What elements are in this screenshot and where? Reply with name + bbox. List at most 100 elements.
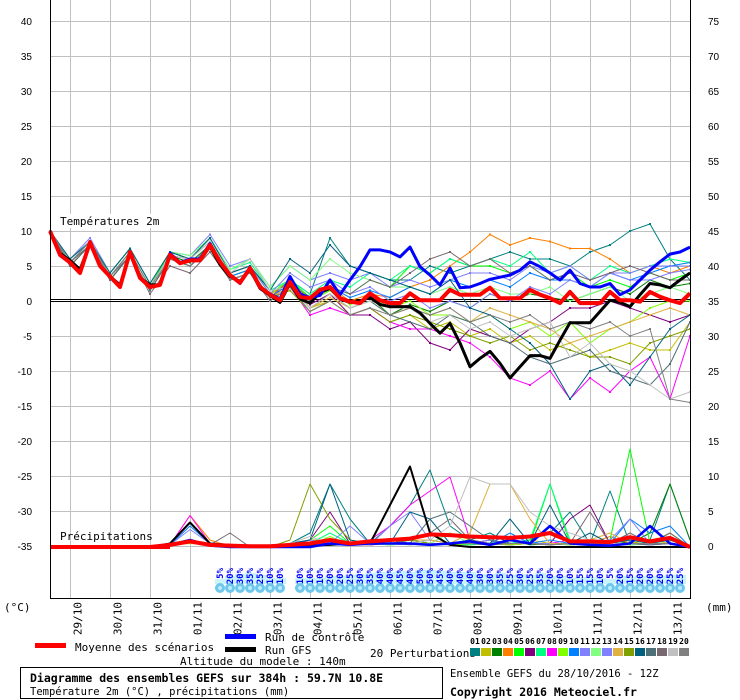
snow-probability-label: 15% [586,567,596,584]
date-label: 30/10 [112,602,125,635]
snow-band [375,572,386,584]
perturbation-point [329,300,331,302]
snow-probability-label: 45% [436,567,446,584]
snowflake-icon-center [448,586,452,590]
perturbation-point [209,233,211,236]
perturbation-point [629,363,631,365]
perturbation-point [509,300,511,302]
perturbation-point [369,300,371,302]
snow-band [275,578,286,584]
snow-band [655,576,666,584]
perturbation-point [629,321,631,323]
perturbation-point [189,254,191,257]
snowflake-icon-center [378,586,382,590]
perturbation-point [509,279,511,281]
perturbation-point [469,335,471,337]
left-tick-label: 0 [26,297,32,308]
perturbation-point [369,286,371,288]
snowflake-icon-center [388,586,392,590]
perturbation-point [609,321,611,323]
snow-probability-label: 20% [326,567,336,584]
perturbation-point [389,321,391,323]
perturbation-point [649,342,651,344]
perturbation-point [549,293,551,295]
perturbation-point [549,258,551,260]
snowflake-icon-center [398,586,402,590]
perturbation-point [609,244,611,246]
perturbation-point [529,272,531,274]
perturbation-point [489,258,491,260]
perturbation-point [529,335,531,337]
snowflake-icon-center [218,586,222,590]
snow-probability-label: 25% [666,567,676,584]
perturbation-point [649,356,651,358]
perturbation-point [589,356,591,358]
perturbation-point [429,307,431,309]
snow-band [575,577,586,584]
snow-probability-label: 20% [636,567,646,584]
perturbation-point [469,321,471,323]
perturbation-point [369,289,371,292]
perturbation-point [629,370,631,372]
perturbation-point [629,342,631,344]
perturbation-legend-number: 10 [569,637,579,646]
perturbation-point [429,265,431,267]
perturbation-point [389,300,391,302]
perturbation-point [349,307,351,309]
snow-probability-label: 20% [646,567,656,584]
perturbation-point [229,279,231,281]
perturbation-point [529,293,531,295]
perturbation-point [469,265,471,267]
perturbation-point [649,272,651,274]
perturbation-point [589,293,591,295]
perturbation-legend-number: 19 [668,637,678,646]
snow-probability-label: 25% [526,567,536,584]
perturbation-point [389,296,391,299]
perturbation-legend-number: 08 [547,637,557,646]
perturbation-point [389,314,391,316]
snow-band [225,576,236,584]
snow-probability-label: 45% [396,567,406,584]
snow-band [645,576,656,584]
perturbation-point [669,363,671,365]
perturbation-point [349,303,351,306]
snow-probability-label: 20% [656,567,666,584]
perturbation-legend-swatch [657,648,667,656]
right-tick-label: 50 [708,192,720,203]
perturbation-point [309,310,311,313]
snowflake-icon-center [598,586,602,590]
snow-band [455,572,466,584]
date-label: 31/10 [152,602,165,635]
perturbation-legend-number: 06 [525,637,535,646]
snowflake-icon-center [548,586,552,590]
perturbation-point [489,293,491,295]
snowflake-icon-center [628,586,632,590]
perturbation-point [209,240,211,243]
perturbation-point [429,279,431,281]
title-box [20,667,443,699]
snow-band [435,571,446,584]
snowflake-icon-center [658,586,662,590]
perturbation-legend-number: 03 [492,637,502,646]
perturbation-point [569,356,571,358]
left-tick-label: 25 [21,122,33,133]
snow-probability-label: 30% [236,567,246,584]
snowflake-icon-center [678,586,682,590]
perturbation-point [649,328,651,330]
perturbation-point [349,286,351,288]
perturbation-legend-swatch [591,648,601,656]
perturbation-legend-swatch [525,648,535,656]
perturbation-point [409,272,411,274]
perturbation-point [89,237,91,239]
perturbation-point [469,307,471,309]
perturbation-point [489,328,491,330]
perturbation-point [649,349,651,351]
perturbation-point [609,370,611,372]
perturbation-point [349,296,351,299]
perturbation-legend-swatch [624,648,634,656]
perturbation-point [589,349,591,351]
snow-band [625,577,636,584]
date-label: 01/11 [192,602,205,635]
perturbation-point [329,293,331,295]
snowflake-icon-center [358,586,362,590]
